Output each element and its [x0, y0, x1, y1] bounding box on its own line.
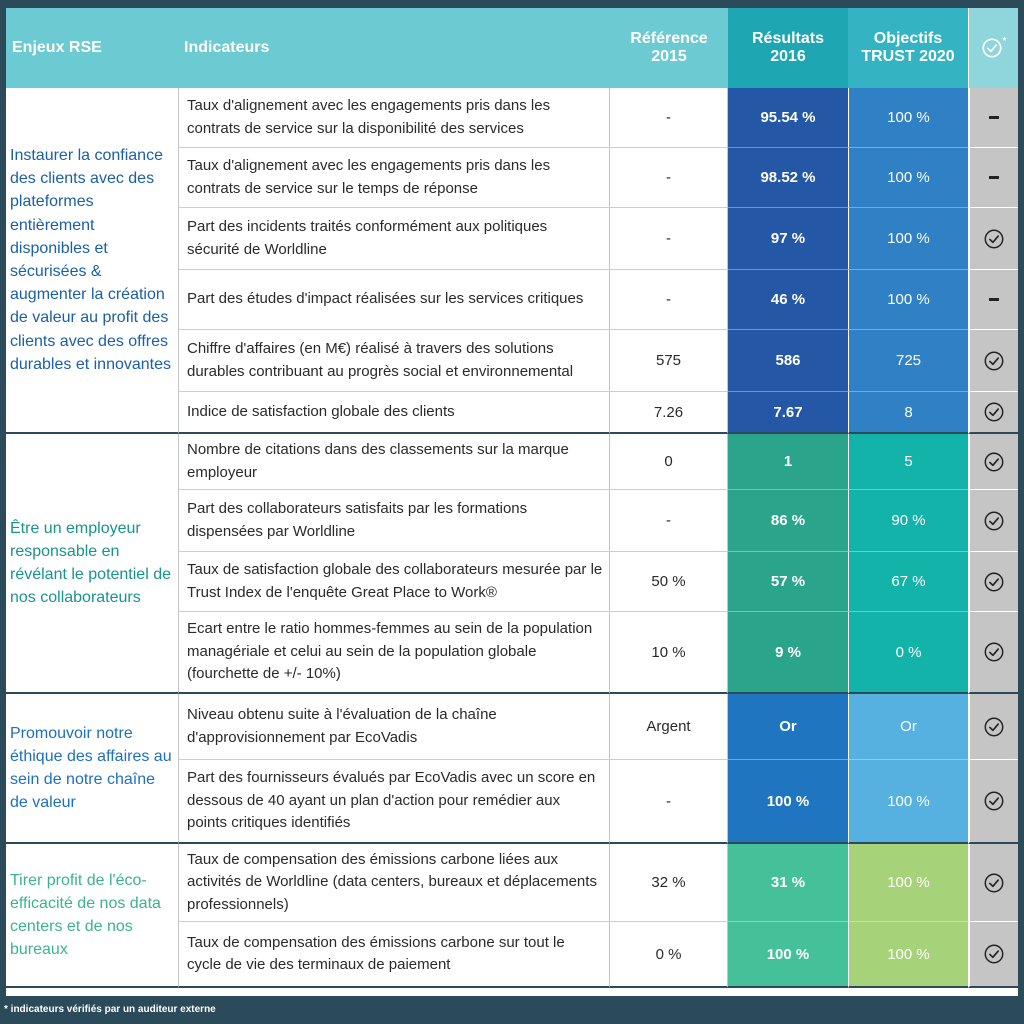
indicator-text: Taux de compensation des émissions carbo… [178, 922, 610, 988]
header-status: * [968, 8, 1018, 88]
indicator-text: Taux de compensation des émissions carbo… [178, 844, 610, 922]
check-circle-icon [984, 944, 1004, 964]
enjeu-label: Instaurer la confiance des clients avec … [6, 88, 178, 434]
dash-icon [989, 176, 999, 179]
check-circle-icon [984, 229, 1004, 248]
footnote: * indicateurs vérifiés par un auditeur e… [4, 1004, 216, 1015]
indicator-text: Nombre de citations dans des classements… [178, 434, 610, 490]
result-value: 100 % [728, 760, 848, 844]
indicator-text: Ecart entre le ratio hommes-femmes au se… [178, 612, 610, 694]
check-circle-icon [984, 351, 1004, 370]
result-value: 31 % [728, 844, 848, 922]
enjeu-label: Promouvoir notre éthique des affaires au… [6, 694, 178, 844]
objective-value: 5 [848, 434, 968, 490]
reference-value: 0 [610, 434, 728, 490]
check-circle-icon [984, 642, 1004, 662]
status-cell [968, 552, 1018, 612]
status-cell [968, 612, 1018, 694]
check-circle-icon [984, 572, 1004, 591]
reference-value: 0 % [610, 922, 728, 988]
check-circle-icon [984, 717, 1004, 736]
reference-value: 7.26 [610, 392, 728, 434]
objective-value: 100 % [848, 844, 968, 922]
status-cell [968, 434, 1018, 490]
result-value: 95.54 % [728, 88, 848, 148]
objective-value: 0 % [848, 612, 968, 694]
check-circle-icon [984, 402, 1004, 422]
check-circle-icon [984, 791, 1004, 811]
header-reference: Référence 2015 [610, 8, 728, 88]
reference-value: 50 % [610, 552, 728, 612]
reference-value: 32 % [610, 844, 728, 922]
indicator-text: Part des fournisseurs évalués par EcoVad… [178, 760, 610, 844]
indicator-text: Niveau obtenu suite à l'évaluation de la… [178, 694, 610, 760]
objective-value: 100 % [848, 922, 968, 988]
reference-value: 575 [610, 330, 728, 392]
header-objectifs: Objectifs TRUST 2020 [848, 8, 968, 88]
check-circle-icon [984, 452, 1004, 471]
objective-value: 8 [848, 392, 968, 434]
result-value: 86 % [728, 490, 848, 552]
result-value: Or [728, 694, 848, 760]
reference-value: - [610, 490, 728, 552]
header-resultats: Résultats 2016 [728, 8, 848, 88]
objective-value: 100 % [848, 88, 968, 148]
objective-value: Or [848, 694, 968, 760]
status-cell [968, 88, 1018, 148]
objective-value: 100 % [848, 208, 968, 270]
objective-value: 100 % [848, 760, 968, 844]
status-cell [968, 148, 1018, 208]
status-cell [968, 694, 1018, 760]
check-circle-icon [984, 511, 1004, 530]
status-cell [968, 270, 1018, 330]
enjeu-label: Être un employeur responsable en révélan… [6, 434, 178, 694]
objective-value: 90 % [848, 490, 968, 552]
reference-value: - [610, 208, 728, 270]
result-value: 46 % [728, 270, 848, 330]
result-value: 1 [728, 434, 848, 490]
status-cell [968, 844, 1018, 922]
check-circle-icon [984, 873, 1004, 892]
check-circle-icon [982, 38, 1002, 58]
indicator-text: Taux d'alignement avec les engagements p… [178, 148, 610, 208]
status-cell [968, 922, 1018, 988]
header-enjeux: Enjeux RSE [6, 8, 178, 88]
dash-icon [989, 298, 999, 301]
result-value: 9 % [728, 612, 848, 694]
reference-value: - [610, 148, 728, 208]
enjeu-label: Tirer profit de l'éco-efficacité de nos … [6, 844, 178, 988]
indicator-text: Taux de satisfaction globale des collabo… [178, 552, 610, 612]
result-value: 57 % [728, 552, 848, 612]
status-cell [968, 760, 1018, 844]
reference-value: - [610, 88, 728, 148]
objective-value: 725 [848, 330, 968, 392]
status-asterisk: * [1002, 36, 1007, 47]
indicator-text: Part des collaborateurs satisfaits par l… [178, 490, 610, 552]
reference-value: 10 % [610, 612, 728, 694]
result-value: 7.67 [728, 392, 848, 434]
result-value: 100 % [728, 922, 848, 988]
objective-value: 100 % [848, 270, 968, 330]
indicator-text: Indice de satisfaction globale des clien… [178, 392, 610, 434]
indicator-text: Taux d'alignement avec les engagements p… [178, 88, 610, 148]
result-value: 98.52 % [728, 148, 848, 208]
objective-value: 67 % [848, 552, 968, 612]
reference-value: - [610, 270, 728, 330]
status-cell [968, 490, 1018, 552]
indicator-text: Part des études d'impact réalisées sur l… [178, 270, 610, 330]
reference-value: - [610, 760, 728, 844]
indicator-text: Part des incidents traités conformément … [178, 208, 610, 270]
header-indicateurs: Indicateurs [178, 8, 610, 88]
result-value: 586 [728, 330, 848, 392]
objective-value: 100 % [848, 148, 968, 208]
dash-icon [989, 116, 999, 119]
indicator-text: Chiffre d'affaires (en M€) réalisé à tra… [178, 330, 610, 392]
reference-value: Argent [610, 694, 728, 760]
status-cell [968, 392, 1018, 434]
status-cell [968, 208, 1018, 270]
status-cell [968, 330, 1018, 392]
rse-table: Enjeux RSE Indicateurs Référence 2015 Ré… [6, 8, 1018, 996]
result-value: 97 % [728, 208, 848, 270]
